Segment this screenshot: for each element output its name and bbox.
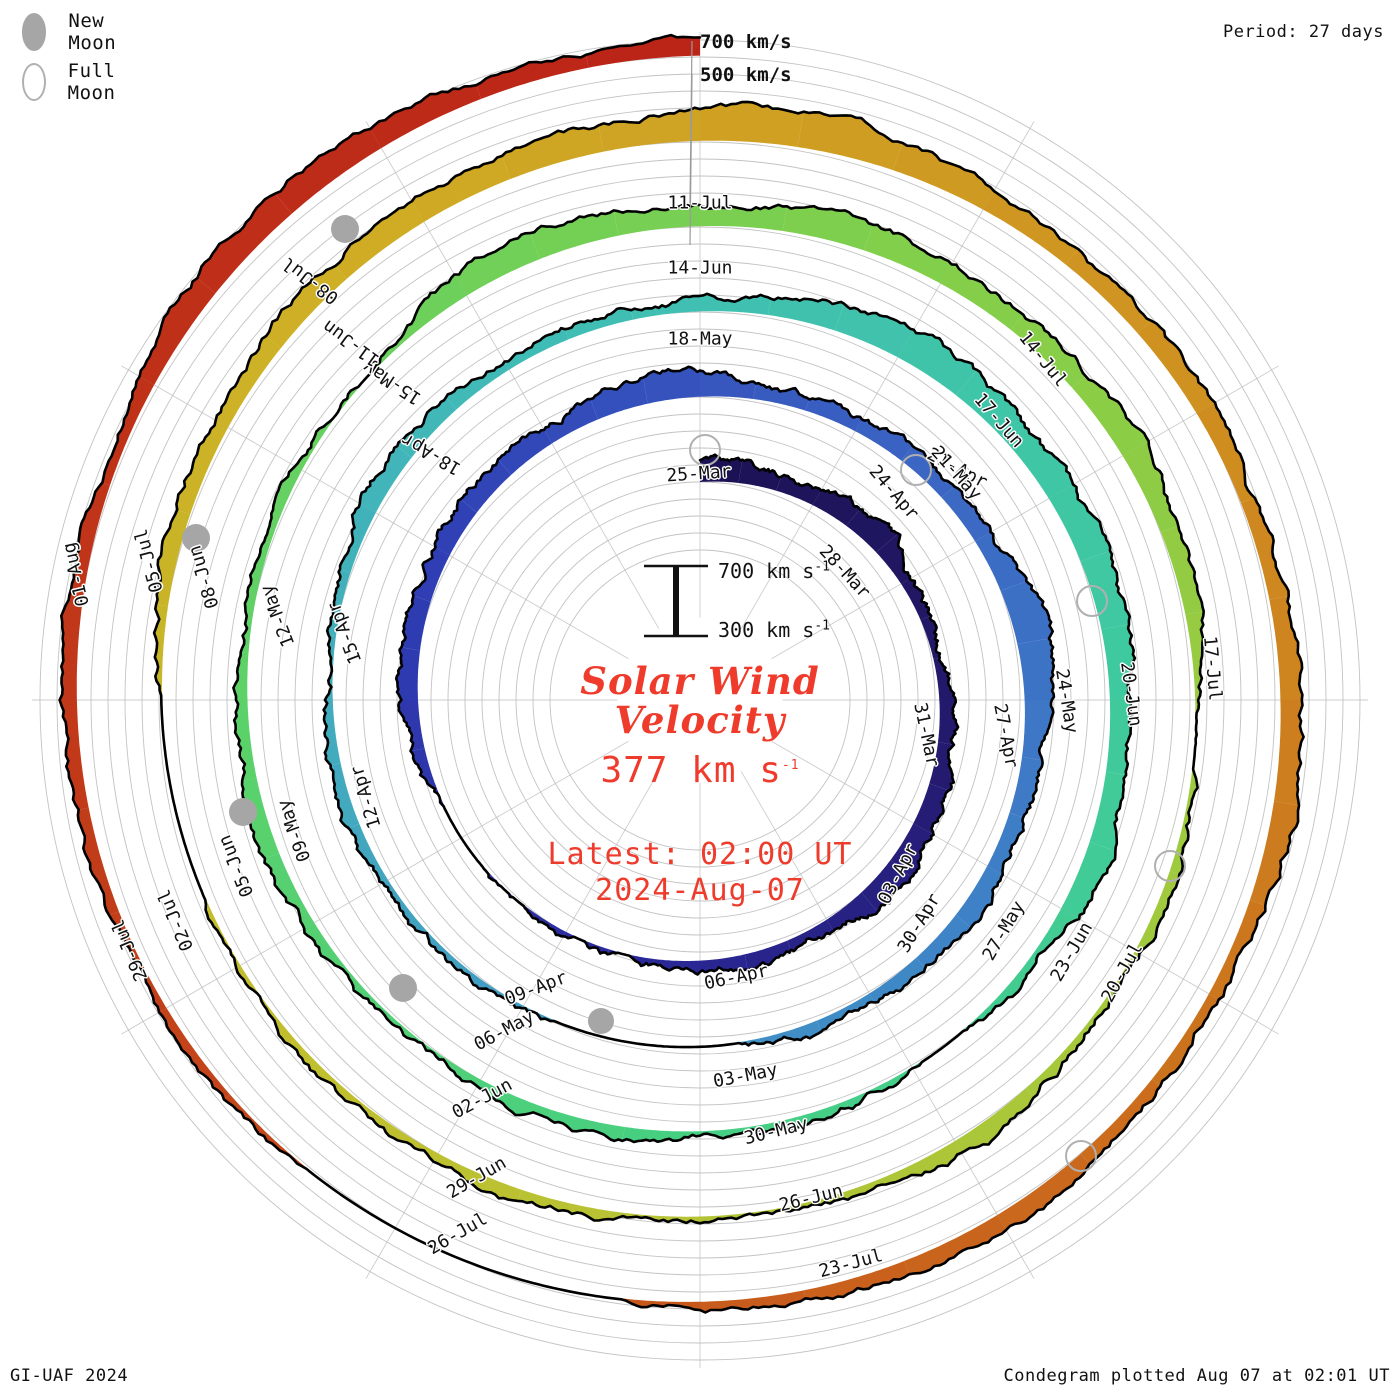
velocity-scalebar: 700 km s-1 300 km s-1 [470, 556, 930, 648]
plot-title-line1: Solar Wind [580, 659, 820, 703]
full-moon-icon [22, 63, 46, 101]
current-value-number: 377 [600, 750, 669, 792]
new-moon-marker [182, 524, 210, 552]
legend-item-full-moon: Full Moon [22, 60, 130, 104]
latest-date: 2024-Aug-07 [595, 872, 805, 908]
new-moon-label: New Moon [68, 10, 117, 54]
credit-left: GI-UAF 2024 [10, 1366, 129, 1386]
period-label: Period: 27 days [1222, 22, 1384, 42]
new-moon-marker [588, 1008, 614, 1034]
credit-right: Condegram plotted Aug 07 at 02:01 UT [1003, 1366, 1390, 1386]
new-moon-marker [229, 798, 257, 826]
full-moon-marker [900, 454, 932, 486]
scalebar-icon [644, 564, 708, 638]
plot-title-line2: Velocity [614, 698, 786, 743]
center-info-block: 700 km s-1 300 km s-1 Solar Wind Velocit… [470, 556, 930, 908]
current-value-unit: km s [691, 750, 782, 792]
latest-observation: Latest: 02:00 UT 2024-Aug-07 [470, 837, 930, 908]
full-moon-label: Full Moon [67, 60, 116, 104]
legend-item-new-moon: New Moon [22, 10, 130, 54]
new-moon-marker [331, 215, 359, 243]
new-moon-icon [22, 13, 47, 51]
full-moon-marker [689, 434, 721, 466]
latest-time: Latest: 02:00 UT [547, 837, 853, 873]
scalebar-bottom-label: 300 km s-1 [718, 618, 830, 642]
plot-title: Solar Wind Velocity [470, 659, 930, 743]
current-value-exponent: -1 [781, 758, 800, 774]
full-moon-marker [1154, 850, 1186, 882]
radial-tick-500: 500 km/s [700, 64, 792, 86]
full-moon-marker [1065, 1140, 1097, 1172]
current-value: 377 km s-1 [470, 750, 930, 791]
full-moon-marker [1076, 585, 1108, 617]
radial-tick-700: 700 km/s [700, 31, 792, 53]
scalebar-top-label: 700 km s-1 [718, 559, 830, 583]
new-moon-marker [389, 974, 417, 1002]
